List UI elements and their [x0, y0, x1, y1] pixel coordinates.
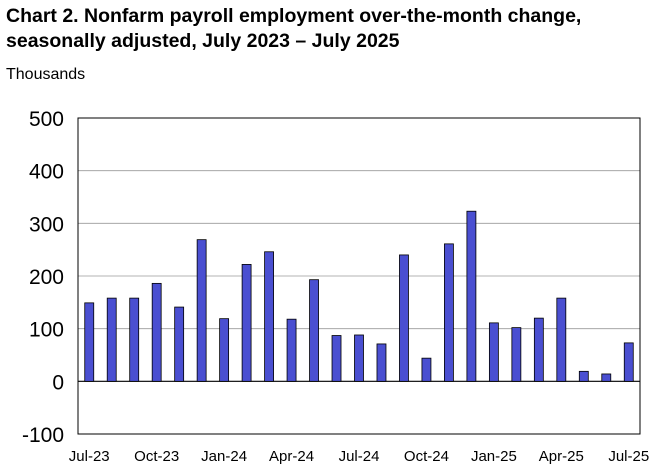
bar: [264, 251, 274, 382]
bar: [511, 327, 522, 382]
bar: [174, 306, 185, 382]
x-tick-label: Jul-23: [69, 448, 110, 465]
bar: [106, 297, 117, 382]
bar: [84, 302, 95, 382]
x-tick-label: Oct-23: [134, 448, 179, 465]
bar: [376, 343, 387, 382]
bar: [219, 318, 230, 382]
bar: [399, 254, 409, 382]
bar: [601, 373, 612, 382]
bar: [151, 282, 162, 382]
y-tick-label: -100: [22, 424, 64, 447]
y-tick-label: 400: [29, 161, 64, 184]
bar: [578, 370, 589, 382]
x-tick-label: Oct-24: [404, 448, 449, 465]
x-tick-label: Jan-24: [201, 448, 247, 465]
bar: [421, 357, 432, 382]
plot-frame: [77, 117, 641, 435]
y-tick-label: 200: [29, 266, 64, 289]
bar: [331, 335, 342, 382]
y-axis-label: Thousands: [6, 66, 86, 83]
bar: [286, 318, 297, 382]
bar: [488, 322, 499, 382]
y-tick-label: 300: [29, 213, 64, 236]
bar: [466, 210, 477, 382]
x-tick-label: Jul-25: [608, 448, 649, 465]
y-tick-label: 500: [29, 108, 64, 131]
bar: [444, 243, 454, 382]
bar: [241, 264, 252, 382]
y-tick-label: 0: [52, 371, 64, 394]
bar: [556, 297, 567, 382]
x-tick-label: Apr-25: [539, 448, 584, 465]
x-tick-label: Apr-24: [269, 448, 314, 465]
x-tick-label: Jul-24: [339, 448, 380, 465]
bar: [533, 317, 544, 382]
bar: [354, 334, 364, 382]
bar: [196, 239, 207, 382]
bar: [309, 279, 319, 382]
bar: [129, 297, 140, 382]
bar: [623, 342, 634, 382]
x-tick-label: Jan-25: [471, 448, 517, 465]
chart-title: Chart 2. Nonfarm payroll employment over…: [6, 5, 582, 52]
y-tick-label: 100: [29, 319, 64, 342]
